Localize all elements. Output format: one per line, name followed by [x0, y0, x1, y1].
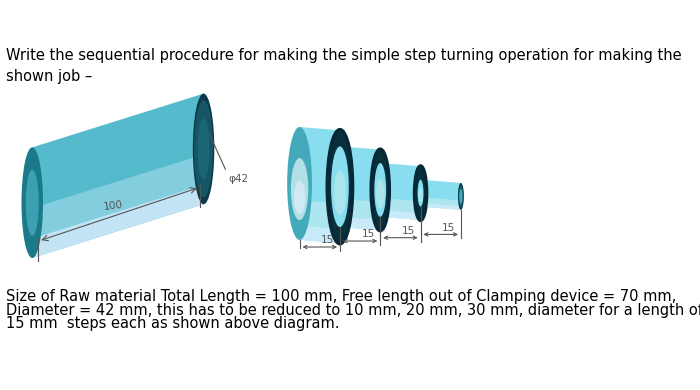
Polygon shape [32, 94, 204, 258]
Ellipse shape [294, 181, 305, 215]
Text: 15: 15 [442, 223, 456, 233]
Text: 15: 15 [362, 229, 375, 239]
Text: 100: 100 [103, 200, 123, 212]
Ellipse shape [291, 158, 308, 220]
Polygon shape [380, 163, 421, 220]
Ellipse shape [334, 170, 346, 215]
Polygon shape [421, 180, 461, 210]
Polygon shape [300, 127, 340, 243]
Text: φ42: φ42 [228, 174, 248, 184]
Ellipse shape [374, 163, 386, 217]
Ellipse shape [193, 94, 214, 204]
Polygon shape [340, 199, 380, 230]
Ellipse shape [194, 100, 213, 198]
Polygon shape [32, 185, 204, 258]
Polygon shape [421, 197, 461, 210]
Ellipse shape [26, 170, 38, 236]
Ellipse shape [287, 127, 312, 240]
Ellipse shape [197, 119, 209, 179]
Ellipse shape [328, 130, 352, 243]
Polygon shape [300, 200, 340, 243]
Polygon shape [32, 154, 204, 258]
Ellipse shape [22, 147, 43, 258]
Ellipse shape [459, 189, 463, 204]
Ellipse shape [458, 183, 464, 210]
Ellipse shape [331, 146, 349, 227]
Polygon shape [340, 217, 380, 230]
Text: Write the sequential procedure for making the simple step turning operation for : Write the sequential procedure for makin… [6, 48, 682, 83]
Ellipse shape [414, 166, 426, 220]
Ellipse shape [458, 185, 463, 208]
Text: 15 mm  steps each as shown above diagram.: 15 mm steps each as shown above diagram. [6, 316, 340, 331]
Polygon shape [340, 146, 380, 230]
Polygon shape [300, 226, 340, 243]
Text: 15: 15 [402, 226, 415, 236]
Ellipse shape [372, 150, 389, 230]
Text: Diameter = 42 mm, this has to be reduced to 10 mm, 20 mm, 30 mm, diameter for a : Diameter = 42 mm, this has to be reduced… [6, 303, 700, 317]
Text: 15: 15 [321, 236, 335, 245]
Text: Size of Raw material Total Length = 100 mm, Free length out of Clamping device =: Size of Raw material Total Length = 100 … [6, 289, 676, 305]
Polygon shape [421, 203, 461, 210]
Ellipse shape [376, 179, 384, 209]
Ellipse shape [418, 180, 424, 207]
Ellipse shape [419, 188, 423, 202]
Polygon shape [380, 198, 421, 220]
Polygon shape [380, 210, 421, 220]
